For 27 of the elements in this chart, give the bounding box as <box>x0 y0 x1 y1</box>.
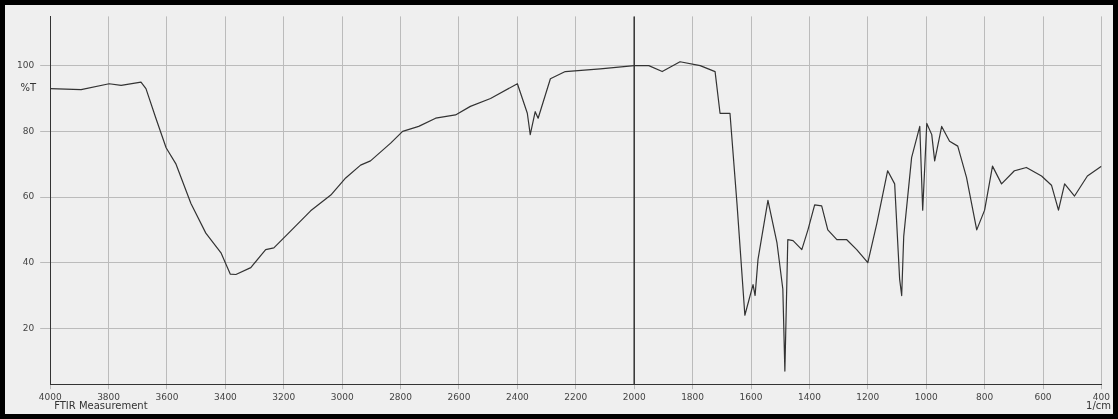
y-tick-label: 100 <box>16 60 35 70</box>
x-tick-label: 4000 <box>38 391 62 402</box>
x-tick-label: 800 <box>976 391 994 402</box>
x-tick-label: 1600 <box>739 391 763 402</box>
y-tick-label: 20 <box>22 322 35 333</box>
x-tick-label: 3200 <box>272 391 296 402</box>
x-tick-label: 1200 <box>856 391 880 402</box>
x-tick-label: 2400 <box>505 391 530 402</box>
x-tick-label: 2000 <box>622 391 646 402</box>
x-tick-label: 2200 <box>564 391 588 402</box>
x-tick-label: 3800 <box>97 391 121 402</box>
x-tick-label: 3400 <box>213 391 238 402</box>
x-tick-label: 3600 <box>155 391 179 402</box>
text: FTIR Measurement <box>54 399 148 411</box>
x-tick-label: 1800 <box>681 391 705 402</box>
y-tick-label: 60 <box>22 191 35 202</box>
x-axis-title: 1/cm <box>1086 399 1111 411</box>
y-axis-title: %T <box>20 82 38 94</box>
x-tick-label: 1400 <box>797 391 822 402</box>
x-tick-label: 600 <box>1034 391 1052 402</box>
y-tick-label: 40 <box>22 257 35 268</box>
x-tick-label: 1000 <box>914 391 938 402</box>
x-tick-label: 2600 <box>447 391 471 402</box>
x-tick-label: 3000 <box>330 391 354 402</box>
x-tick-label: 400 <box>1092 391 1111 402</box>
y-tick-label: 80 <box>22 125 35 136</box>
x-tick-label: 2800 <box>389 391 413 402</box>
